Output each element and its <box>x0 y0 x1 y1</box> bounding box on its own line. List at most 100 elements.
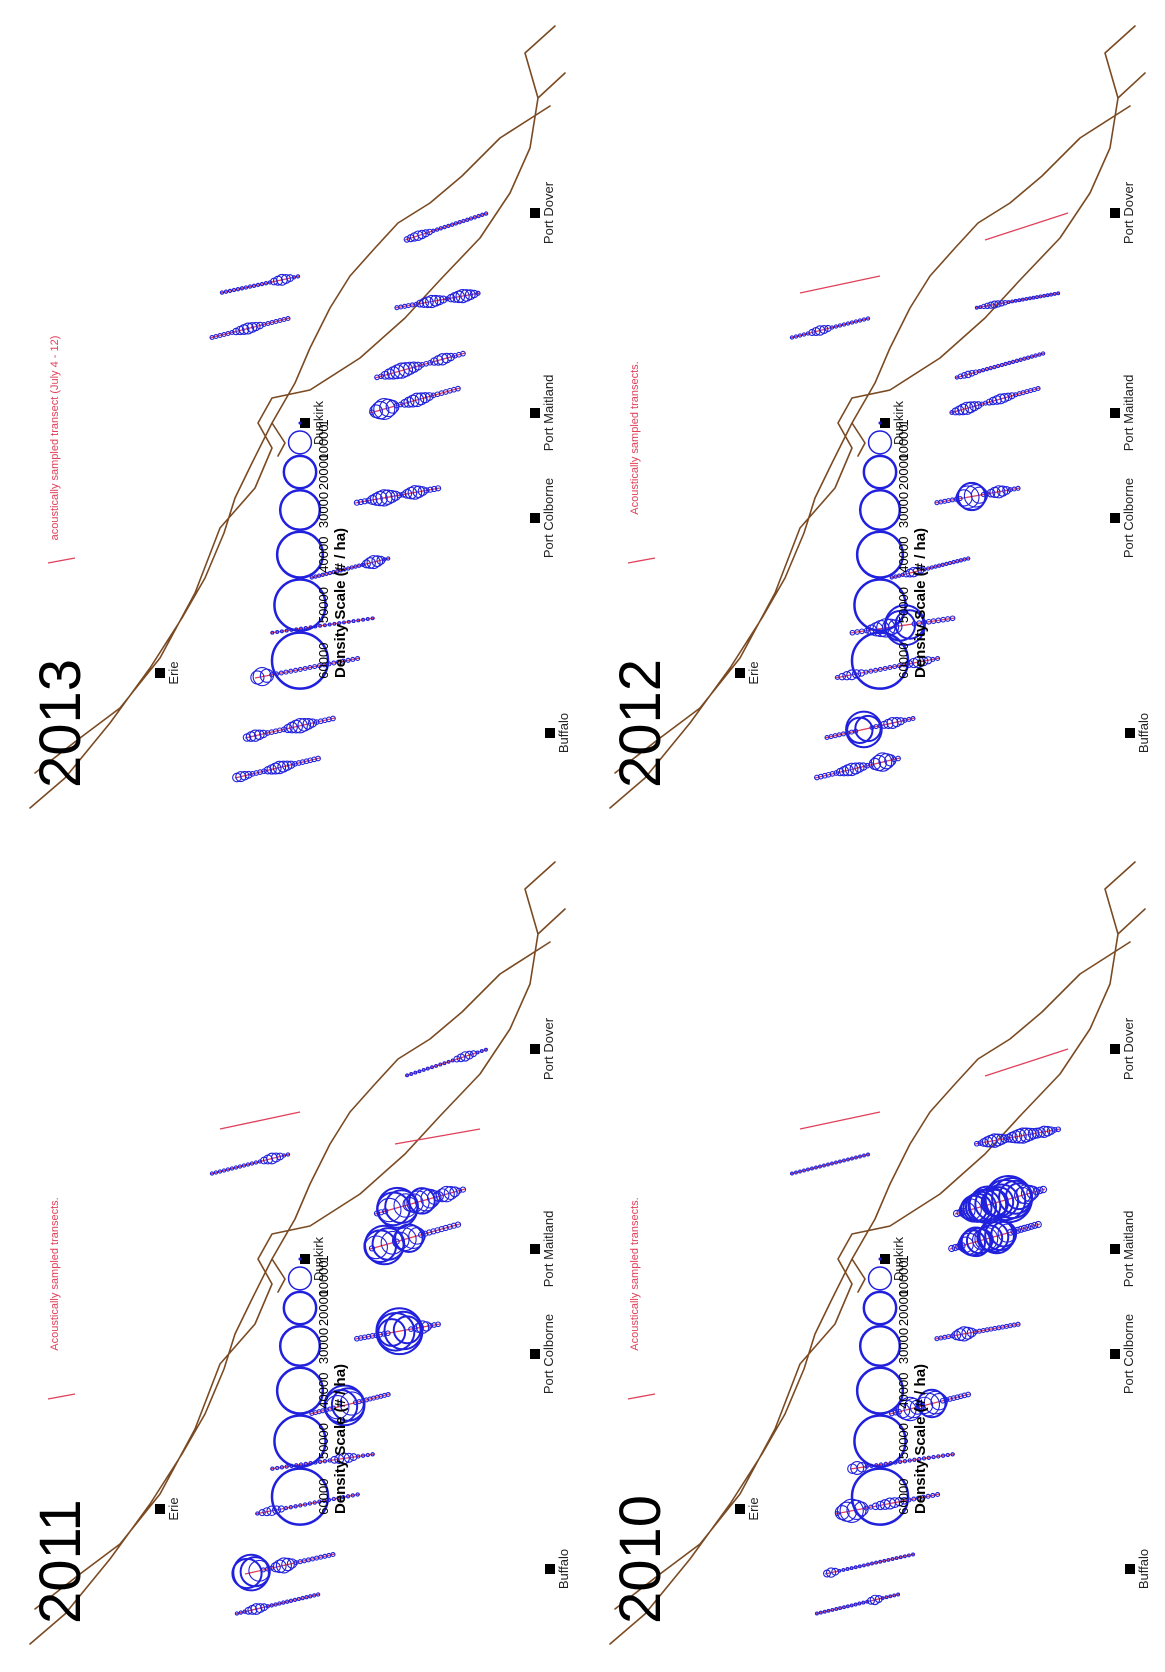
legend-bubble <box>273 578 327 632</box>
density-bubble <box>912 1457 917 1462</box>
density-bubble <box>342 620 346 625</box>
legend-value-label: 40000 <box>896 537 911 573</box>
density-bubble <box>237 1164 243 1169</box>
density-bubble <box>213 1170 219 1175</box>
legend-value-label: 1 <box>316 419 331 426</box>
density-bubble <box>369 409 375 416</box>
density-bubble <box>838 1159 842 1164</box>
legend-bubble <box>862 454 898 490</box>
density-bubble <box>905 568 915 578</box>
density-bubble <box>958 1393 964 1400</box>
legend-bubble <box>853 578 907 632</box>
density-bubble <box>1020 1224 1028 1232</box>
density-bubble <box>354 1335 360 1342</box>
density-bubble <box>297 666 303 672</box>
density-bubble <box>789 335 795 340</box>
density-bubble <box>327 570 333 576</box>
density-bubble <box>434 485 442 492</box>
density-bubble <box>455 288 470 304</box>
density-bubble <box>922 567 927 572</box>
city-label: Port Dover <box>1121 181 1136 244</box>
density-bubble <box>1024 1223 1032 1231</box>
density-bubble <box>931 1454 936 1460</box>
density-bubble <box>924 656 933 665</box>
density-bubble <box>219 290 225 295</box>
density-bubble <box>312 1500 317 1505</box>
density-bubble <box>1006 1131 1018 1144</box>
density-bubble <box>281 1600 286 1605</box>
coastline <box>29 861 566 1645</box>
density-bubble <box>322 1459 328 1464</box>
density-bubble <box>377 1197 402 1223</box>
density-bubble <box>479 1049 484 1053</box>
legend-bubble <box>278 488 322 532</box>
density-bubble <box>400 398 410 408</box>
city-marker <box>1110 1044 1120 1054</box>
transect-legend-line <box>627 1393 656 1400</box>
city-label: Dunkirk <box>891 1236 906 1281</box>
density-bubble <box>951 1330 962 1341</box>
density-bubble <box>376 555 386 565</box>
transect-line <box>814 1593 901 1615</box>
density-bubble <box>956 1326 972 1342</box>
density-bubble <box>286 1558 298 1569</box>
year-label: 2010 <box>608 1495 673 1624</box>
density-bubble <box>233 1165 239 1170</box>
density-bubble <box>235 325 245 336</box>
density-bubble <box>1052 291 1057 296</box>
density-bubble <box>263 766 273 775</box>
density-bubble <box>902 717 908 723</box>
density-bubble <box>878 1559 883 1564</box>
density-bubble <box>1040 351 1046 356</box>
density-bubble <box>898 1555 903 1560</box>
density-bubble <box>849 629 856 636</box>
density-bubble <box>954 375 960 380</box>
density-bubble <box>834 1607 839 1611</box>
density-bubble <box>915 1396 934 1415</box>
density-bubble <box>272 760 287 775</box>
density-bubble <box>243 285 249 290</box>
density-bubble <box>275 1465 280 1471</box>
legend-title: Density Scale (# / ha) <box>332 1364 349 1514</box>
density-bubble <box>1038 294 1043 299</box>
density-bubble <box>849 320 855 325</box>
density-bubble <box>342 567 347 572</box>
density-bubble <box>999 362 1005 368</box>
density-bubble <box>822 1163 826 1168</box>
density-bubble <box>335 659 342 665</box>
city-marker <box>1125 1564 1135 1574</box>
density-bubble <box>889 575 894 580</box>
density-bubble <box>805 331 811 336</box>
density-bubble <box>903 1397 924 1419</box>
density-bubble <box>406 394 420 408</box>
density-bubble <box>394 1223 424 1253</box>
density-bubble <box>403 396 415 408</box>
density-bubble <box>866 1562 870 1567</box>
density-bubble <box>373 1210 381 1217</box>
density-bubble <box>841 1567 846 1572</box>
density-bubble <box>911 1496 917 1502</box>
density-bubble <box>373 397 396 421</box>
density-bubble <box>870 1561 874 1566</box>
density-bubble <box>346 566 351 571</box>
density-bubble <box>1018 357 1023 362</box>
density-bubble <box>896 663 902 669</box>
density-bubble <box>1017 298 1022 303</box>
density-bubble <box>861 1563 866 1568</box>
city-label: Port Colborne <box>1121 1314 1136 1394</box>
density-bubble <box>845 321 851 326</box>
density-bubble <box>957 1236 974 1253</box>
legend-bubble <box>298 1257 302 1261</box>
city-label: Port Dover <box>1121 1017 1136 1080</box>
density-bubble <box>209 334 215 341</box>
density-bubble <box>902 1459 908 1464</box>
coastline <box>609 25 1146 809</box>
legend-bubble <box>270 631 330 690</box>
density-bubble <box>954 405 965 416</box>
density-bubble <box>255 282 261 288</box>
density-bubble <box>917 1456 922 1462</box>
density-bubble <box>1042 293 1047 298</box>
density-bubble <box>911 1552 915 1557</box>
legend-value-label: 50000 <box>896 587 911 623</box>
